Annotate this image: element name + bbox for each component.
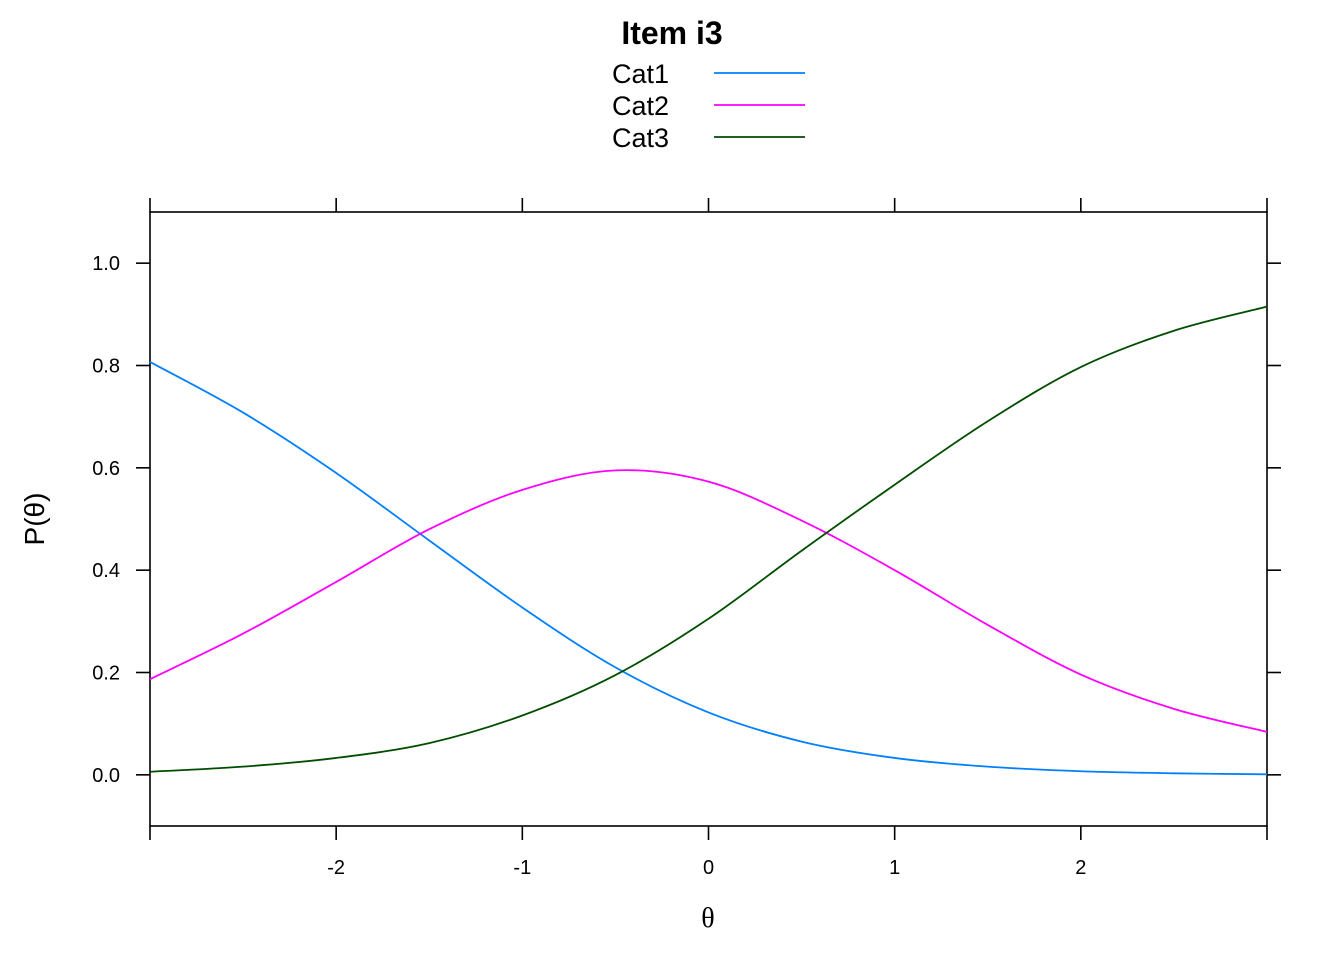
x-axis-label: θ xyxy=(701,903,714,934)
x-tick-label: 0 xyxy=(703,857,714,879)
x-tick-label: -2 xyxy=(327,857,345,879)
x-tick-label: 2 xyxy=(1075,857,1086,879)
series-lines xyxy=(149,305,1268,776)
y-tick-label: 0.4 xyxy=(92,560,120,582)
x-tick-label: 1 xyxy=(889,857,900,879)
legend-label-cat2: Cat2 xyxy=(612,91,669,121)
series-line-cat3 xyxy=(149,305,1268,773)
series-line-cat2 xyxy=(149,469,1268,733)
y-tick-label: 0.2 xyxy=(92,663,120,685)
x-axis-ticks: -2 -1 0 1 2 xyxy=(149,198,1268,879)
plot-frame xyxy=(149,211,1268,827)
y-axis-ticks: 0.0 0.2 0.4 0.6 0.8 1.0 xyxy=(92,253,1281,787)
chart-title: Item i3 xyxy=(621,15,722,51)
series-line-cat1 xyxy=(149,361,1268,776)
legend-label-cat1: Cat1 xyxy=(612,59,669,89)
y-axis-label: P(θ) xyxy=(19,493,50,546)
y-tick-label: 1.0 xyxy=(92,253,120,275)
x-tick-label: -1 xyxy=(513,857,531,879)
y-tick-label: 0.0 xyxy=(92,765,120,787)
legend-label-cat3: Cat3 xyxy=(612,123,669,153)
y-tick-label: 0.8 xyxy=(92,356,120,378)
y-tick-label: 0.6 xyxy=(92,458,120,480)
